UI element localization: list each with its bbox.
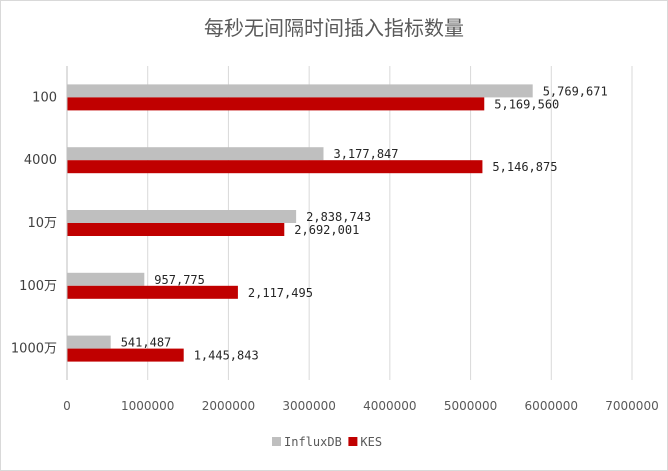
x-tick-label: 2000000 [202, 399, 255, 413]
x-tick-label: 1000000 [121, 399, 174, 413]
x-tick-label: 0 [63, 399, 71, 413]
legend-label: InfluxDB [284, 435, 342, 449]
bar-kes-0 [67, 97, 485, 111]
bar-influxdb-4 [67, 335, 111, 349]
legend-label: KES [360, 435, 382, 449]
legend-swatch [272, 437, 281, 446]
category-label: 1000万 [11, 342, 57, 357]
x-tick-label: 6000000 [525, 399, 578, 413]
bar-kes-4 [67, 348, 184, 362]
data-label: 2,692,001 [294, 223, 359, 237]
bar-influxdb-2 [67, 210, 297, 223]
bar-influxdb-0 [67, 84, 533, 98]
bar-kes-1 [67, 160, 483, 174]
x-tick-label: 7000000 [605, 399, 658, 413]
chart-title: 每秒无间隔时间插入指标数量 [204, 16, 464, 40]
bar-kes-2 [67, 223, 285, 236]
data-label: 3,177,847 [333, 147, 398, 161]
data-label: 957,775 [154, 273, 205, 287]
category-label: 100 [32, 90, 57, 105]
bar-influxdb-3 [67, 272, 145, 286]
legend-swatch [348, 437, 358, 446]
data-label: 5,146,875 [492, 160, 557, 174]
x-tick-label: 3000000 [282, 399, 335, 413]
bar-kes-3 [67, 285, 238, 299]
x-tick-label: 5000000 [444, 399, 497, 413]
category-label: 10万 [27, 216, 57, 231]
category-label: 4000 [24, 153, 57, 168]
data-label: 1,445,843 [194, 349, 259, 363]
data-label: 5,769,671 [543, 84, 608, 98]
data-label: 5,169,560 [494, 97, 559, 111]
data-label: 2,838,743 [306, 210, 371, 224]
category-label: 100万 [19, 279, 57, 294]
bar-influxdb-1 [67, 147, 324, 161]
data-label: 541,487 [121, 336, 172, 350]
x-tick-label: 4000000 [363, 399, 416, 413]
data-label: 2,117,495 [248, 286, 313, 300]
